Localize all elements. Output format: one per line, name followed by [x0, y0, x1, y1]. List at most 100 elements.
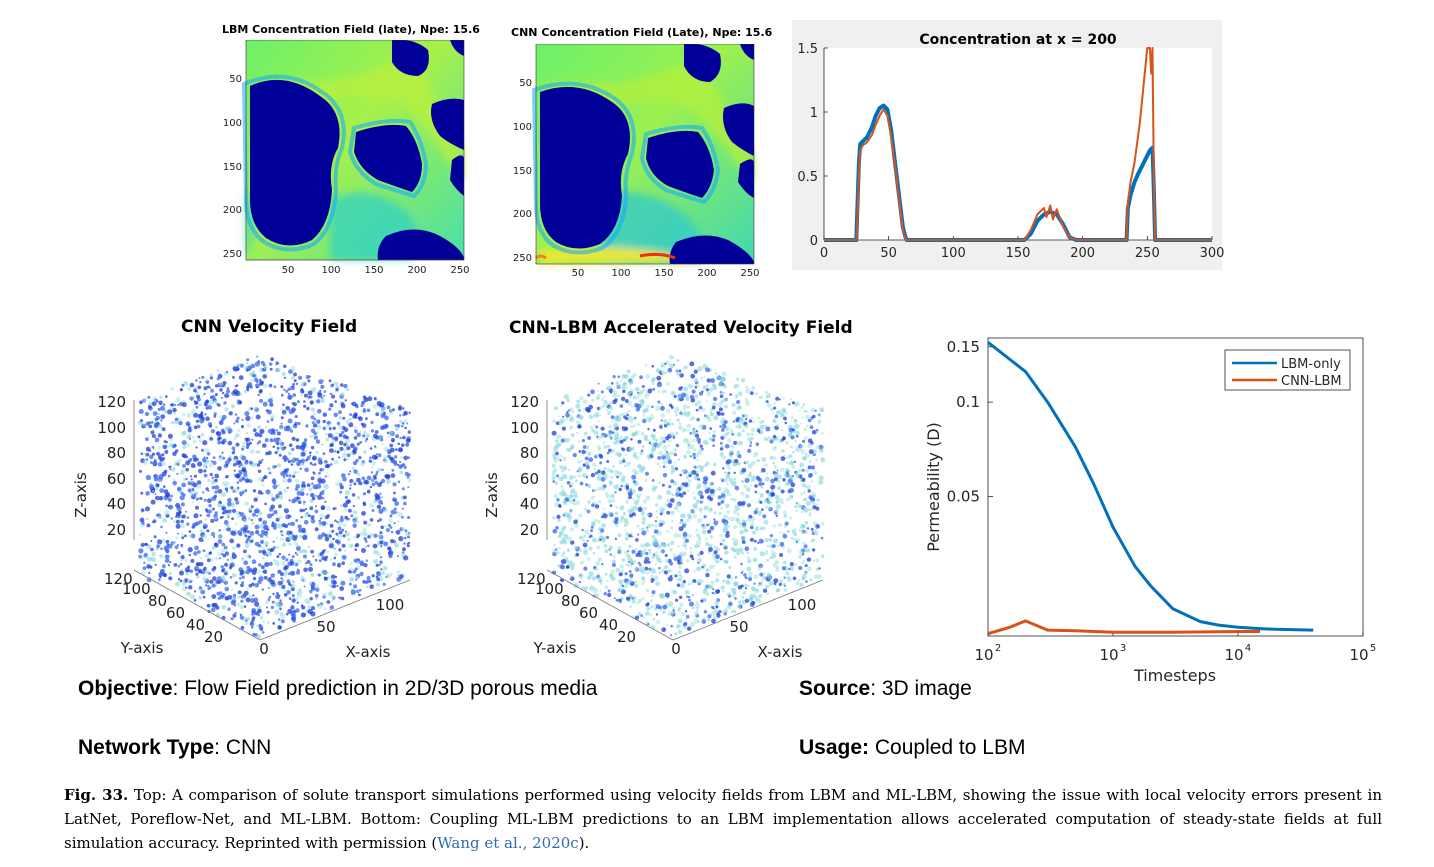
c1-y-tick-label: 1.5	[797, 42, 818, 57]
velocity-point	[557, 518, 561, 523]
velocity-point	[713, 462, 717, 467]
velocity-point	[349, 413, 353, 417]
velocity-point	[170, 517, 173, 520]
velocity-point	[675, 443, 680, 448]
velocity-point	[721, 428, 725, 432]
velocity-point	[252, 577, 257, 581]
velocity-point	[276, 555, 280, 559]
velocity-point	[350, 561, 353, 565]
velocity-point	[368, 459, 372, 463]
velocity-point	[775, 504, 781, 510]
velocity-point	[799, 444, 804, 449]
velocity-point	[408, 532, 411, 535]
velocity-point	[691, 593, 695, 597]
cnn-y-tick: 50	[519, 78, 532, 89]
velocity-point	[255, 624, 258, 627]
velocity-point	[187, 428, 192, 433]
velocity-point	[700, 376, 704, 380]
velocity-point	[732, 590, 737, 594]
velocity-point	[303, 404, 307, 408]
velocity-point	[259, 398, 263, 403]
velocity-point	[793, 419, 798, 424]
velocity-point	[759, 430, 764, 435]
velocity-point	[703, 476, 709, 482]
cnn-y-tick: 100	[513, 122, 532, 133]
velocity-point	[239, 604, 245, 610]
velocity-point	[741, 536, 746, 540]
c1-y-tick-label: 0	[810, 234, 818, 249]
velocity-point	[799, 422, 802, 425]
velocity-point	[805, 548, 809, 553]
velocity-point	[696, 483, 702, 489]
velocity-point	[591, 522, 596, 527]
velocity-point	[709, 564, 714, 570]
velocity-point	[754, 490, 758, 494]
velocity-point	[763, 527, 766, 530]
velocity-point	[380, 525, 385, 530]
velocity-point	[344, 549, 347, 552]
velocity-point	[693, 369, 698, 374]
velocity-point	[586, 557, 591, 562]
velocity-point	[364, 545, 368, 548]
velocity-point	[329, 605, 335, 610]
velocity-point	[339, 485, 344, 490]
velocity-point	[375, 453, 378, 456]
velocity-point	[225, 481, 230, 486]
velocity-point	[624, 572, 628, 576]
velocity-point	[240, 557, 245, 561]
velocity-point	[307, 379, 311, 383]
velocity-point	[591, 537, 597, 543]
velocity-point	[182, 445, 187, 449]
velocity-point	[609, 553, 612, 556]
velocity-point	[367, 544, 370, 548]
velocity-point	[252, 489, 257, 493]
velocity-point	[224, 596, 229, 601]
velocity-point	[592, 551, 596, 555]
velocity-point	[720, 399, 725, 404]
velocity-point	[620, 484, 623, 488]
velocity-point	[658, 481, 661, 484]
velocity-point	[313, 412, 317, 416]
velocity-point	[299, 534, 303, 538]
velocity-point	[278, 491, 283, 496]
velocity-point	[390, 509, 396, 515]
velocity-point	[639, 451, 644, 456]
velocity-point	[640, 398, 645, 403]
velocity-point	[613, 422, 619, 428]
citation-link[interactable]: Wang et al., 2020c	[437, 834, 579, 852]
velocity-point	[680, 518, 683, 522]
velocity-point	[374, 430, 379, 434]
velocity-point	[611, 559, 616, 564]
velocity-point	[384, 525, 387, 528]
velocity-point	[741, 521, 747, 527]
velocity-point	[599, 461, 602, 465]
velocity-point	[641, 582, 645, 586]
velocity-point	[659, 541, 665, 547]
cube1-x-tick: 50	[316, 618, 335, 636]
velocity-point	[353, 558, 358, 563]
velocity-point	[344, 440, 348, 444]
velocity-point	[381, 468, 384, 472]
velocity-point	[769, 501, 772, 504]
velocity-point	[810, 527, 814, 531]
velocity-point	[320, 384, 325, 389]
velocity-point	[237, 595, 241, 599]
velocity-point	[211, 485, 216, 490]
velocity-point	[311, 463, 315, 466]
velocity-point	[795, 446, 798, 449]
velocity-point	[754, 526, 760, 531]
velocity-point	[236, 363, 241, 368]
velocity-point	[328, 379, 332, 383]
velocity-point	[147, 405, 152, 409]
velocity-point	[156, 452, 159, 455]
velocity-point	[742, 414, 746, 418]
cnn-x-tick: 100	[611, 268, 630, 279]
velocity-point	[396, 576, 402, 582]
velocity-point	[217, 489, 223, 494]
velocity-point	[624, 416, 629, 421]
velocity-point	[215, 425, 219, 429]
velocity-point	[647, 427, 650, 431]
velocity-point	[798, 409, 802, 412]
velocity-point	[332, 426, 336, 430]
lbm-y-tick: 100	[223, 118, 242, 129]
